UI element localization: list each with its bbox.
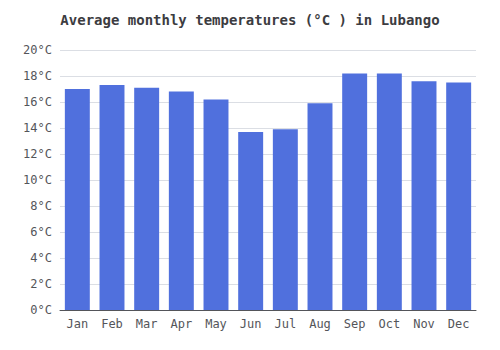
svg-text:Nov: Nov (413, 317, 435, 331)
svg-text:12°C: 12°C (23, 147, 52, 161)
svg-text:Mar: Mar (136, 317, 158, 331)
svg-text:8°C: 8°C (30, 199, 52, 213)
svg-text:May: May (205, 317, 227, 331)
svg-text:Feb: Feb (101, 317, 123, 331)
svg-text:Jun: Jun (240, 317, 262, 331)
svg-text:0°C: 0°C (30, 303, 52, 317)
svg-text:14°C: 14°C (23, 121, 52, 135)
svg-text:Jul: Jul (274, 317, 296, 331)
svg-text:4°C: 4°C (30, 251, 52, 265)
svg-text:Jan: Jan (66, 317, 88, 331)
svg-text:6°C: 6°C (30, 225, 52, 239)
svg-text:16°C: 16°C (23, 95, 52, 109)
svg-text:Apr: Apr (170, 317, 192, 331)
svg-text:Average monthly temperatures (: Average monthly temperatures (°C ) in Lu… (60, 12, 439, 28)
svg-text:18°C: 18°C (23, 69, 52, 83)
svg-text:Sep: Sep (344, 317, 366, 331)
svg-text:10°C: 10°C (23, 173, 52, 187)
svg-text:20°C: 20°C (23, 43, 52, 57)
svg-text:Aug: Aug (309, 317, 331, 331)
svg-text:Oct: Oct (378, 317, 400, 331)
svg-text:Dec: Dec (448, 317, 470, 331)
svg-text:2°C: 2°C (30, 277, 52, 291)
